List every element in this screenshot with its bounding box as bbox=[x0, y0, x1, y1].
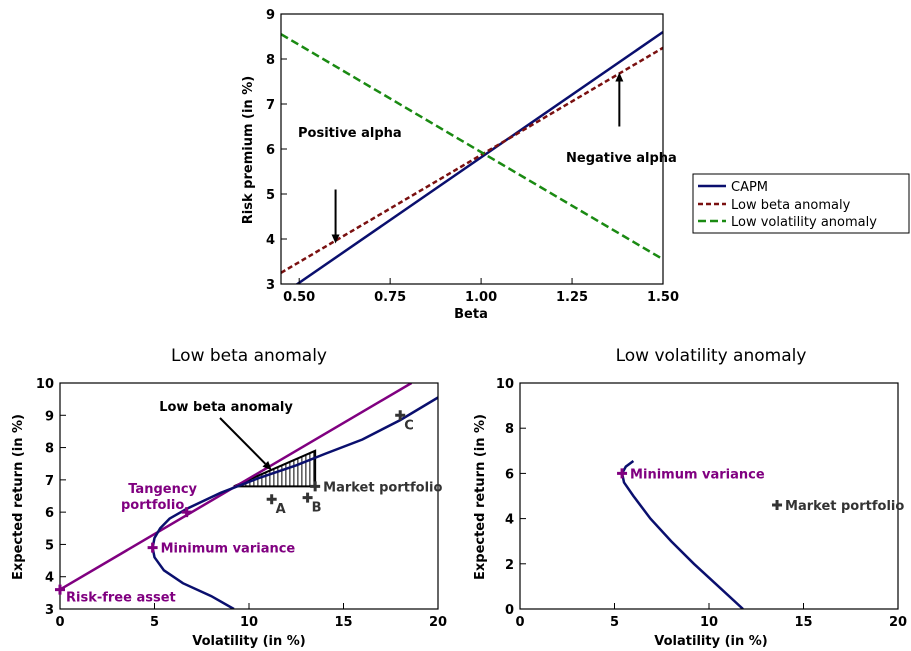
point-minimum-variance-marker bbox=[147, 542, 158, 553]
point-b-label: B bbox=[312, 501, 322, 516]
point-a-marker bbox=[266, 494, 277, 505]
top-y-tick-label: 6 bbox=[266, 143, 275, 158]
low-beta-x-tick-label: 0 bbox=[55, 615, 64, 630]
low-beta-x-ticks: 0 5 10 15 20 bbox=[55, 603, 447, 630]
point-tangency-portfolio-marker bbox=[181, 507, 192, 518]
low-vol-x-axis-label: Volatility (in %) bbox=[654, 634, 767, 649]
low-beta-anomaly-arrow-shaft bbox=[219, 417, 267, 465]
low-beta-line bbox=[281, 46, 663, 274]
low-vol-y-axis-label: Expected return (in %) bbox=[473, 414, 488, 580]
lowvol-point-market-portfolio-marker bbox=[772, 500, 783, 511]
top-x-tick-label: 1.00 bbox=[465, 290, 497, 305]
low-beta-y-tick-label: 7 bbox=[45, 474, 54, 489]
top-x-tick-label: 0.75 bbox=[374, 290, 406, 305]
positive-alpha-label: Positive alpha bbox=[298, 126, 402, 141]
point-market-portfolio-label: Market portfolio bbox=[323, 480, 442, 495]
low-vol-y-tick-label: 0 bbox=[505, 603, 514, 618]
low-beta-anomaly-arrow-head bbox=[262, 460, 272, 471]
point-risk-free-asset-marker bbox=[55, 584, 65, 595]
low-beta-y-tick-label: 9 bbox=[45, 409, 54, 424]
low-beta-anomaly-annotation: Low beta anomaly bbox=[159, 400, 293, 415]
low-beta-title: Low beta anomaly bbox=[171, 346, 327, 366]
low-beta-y-tick-label: 4 bbox=[45, 571, 54, 586]
top-y-tick-label: 9 bbox=[266, 8, 275, 23]
legend-label-low-vol: Low volatility anomaly bbox=[731, 215, 877, 230]
low-vol-y-tick-label: 6 bbox=[505, 467, 514, 482]
low-beta-y-tick-label: 3 bbox=[45, 603, 54, 618]
low-vol-frontier bbox=[620, 459, 744, 609]
low-vol-title: Low volatility anomaly bbox=[616, 346, 807, 366]
low-vol-x-tick-label: 0 bbox=[515, 615, 524, 630]
point-a-label: A bbox=[276, 502, 286, 517]
panel-low-vol: Low volatility anomaly Minimum varianceM… bbox=[473, 346, 907, 649]
top-y-tick-label: 5 bbox=[266, 188, 275, 203]
low-beta-plot-area: Risk-free asset Minimum variance Tangencyp… bbox=[55, 382, 442, 610]
lowvol-point-minimum-variance-label: Minimum variance bbox=[630, 467, 765, 482]
top-y-axis-label: Risk premium (in %) bbox=[241, 76, 256, 224]
low-vol-y-tick-label: 8 bbox=[505, 422, 514, 437]
top-x-ticks: 0.50 0.75 1.00 1.25 1.50 bbox=[283, 278, 679, 305]
low-vol-y-ticks: 0 2 4 6 8 10 bbox=[496, 377, 526, 618]
positive-alpha-arrow-head bbox=[331, 234, 340, 244]
low-beta-series-group bbox=[60, 383, 438, 609]
point-b-marker bbox=[302, 492, 313, 503]
top-y-tick-label: 7 bbox=[266, 98, 275, 113]
negative-alpha-label: Negative alpha bbox=[566, 151, 677, 166]
point-tangency-label-line2: portfolio bbox=[121, 498, 184, 513]
hatched-triangle bbox=[233, 449, 317, 488]
capm-line bbox=[295, 30, 663, 284]
low-vol-x-tick-label: 5 bbox=[610, 615, 619, 630]
top-y-tick-label: 3 bbox=[266, 278, 275, 293]
top-y-tick-label: 4 bbox=[266, 233, 275, 248]
top-y-ticks: 3 4 5 6 7 8 9 bbox=[266, 8, 287, 293]
low-vol-y-tick-label: 4 bbox=[505, 513, 514, 528]
point-market-portfolio-marker bbox=[310, 481, 321, 492]
low-vol-x-ticks: 0 5 10 15 20 bbox=[515, 603, 907, 630]
panel-low-beta: Low beta anomaly Risk-free asset Minimum … bbox=[11, 346, 447, 649]
low-vol-y-tick-label: 2 bbox=[505, 558, 514, 573]
low-beta-y-axis-label: Expected return (in %) bbox=[11, 414, 26, 580]
low-beta-y-tick-label: 8 bbox=[45, 442, 54, 457]
top-x-axis-label: Beta bbox=[454, 307, 488, 322]
lowvol-point-market-portfolio-label: Market portfolio bbox=[785, 499, 904, 514]
low-vol-frame bbox=[519, 382, 899, 610]
top-x-tick-label: 1.50 bbox=[647, 290, 679, 305]
legend-box bbox=[692, 173, 910, 234]
top-x-tick-label: 1.25 bbox=[556, 290, 588, 305]
legend-label-low-beta: Low beta anomaly bbox=[731, 198, 851, 213]
point-c-marker bbox=[395, 410, 406, 421]
low-vol-x-tick-label: 15 bbox=[794, 615, 812, 630]
low-beta-x-tick-label: 20 bbox=[429, 615, 447, 630]
top-series-group bbox=[281, 30, 663, 284]
legend-label-capm: CAPM bbox=[731, 180, 768, 195]
low-vol-plot-area: Minimum variance Market portfolio bbox=[519, 382, 904, 610]
panel-top: 0.50 0.75 1.00 1.25 1.50 3 4 5 6 7 8 9 Beta Risk p… bbox=[241, 8, 910, 322]
negative-alpha-arrow-head bbox=[615, 72, 624, 82]
low-vol-series-group bbox=[620, 459, 744, 609]
low-beta-x-tick-label: 5 bbox=[150, 615, 159, 630]
point-minimum-variance-label: Minimum variance bbox=[161, 542, 296, 557]
low-beta-x-axis-label: Volatility (in %) bbox=[192, 634, 305, 649]
low-beta-frame bbox=[59, 382, 439, 610]
point-c-label: C bbox=[404, 418, 414, 433]
point-risk-free-asset-label: Risk-free asset bbox=[66, 591, 176, 606]
lowvol-point-minimum-variance-marker bbox=[617, 468, 628, 479]
efficient-frontier bbox=[151, 396, 438, 609]
top-y-tick-label: 8 bbox=[266, 53, 275, 68]
low-beta-y-tick-label: 10 bbox=[36, 377, 54, 392]
legend: CAPM Low beta anomaly Low volatility ano… bbox=[692, 173, 910, 234]
low-beta-x-tick-label: 15 bbox=[334, 615, 352, 630]
low-vol-line bbox=[281, 33, 663, 261]
low-beta-y-ticks: 3 4 5 6 7 8 9 10 bbox=[36, 377, 66, 618]
low-beta-y-tick-label: 6 bbox=[45, 506, 54, 521]
top-x-tick-label: 0.50 bbox=[283, 290, 315, 305]
low-vol-y-tick-label: 10 bbox=[496, 377, 514, 392]
top-frame bbox=[280, 13, 664, 285]
low-beta-y-tick-label: 5 bbox=[45, 538, 54, 553]
point-tangency-label-line1: Tangency bbox=[128, 482, 197, 497]
low-vol-x-tick-label: 10 bbox=[700, 615, 718, 630]
low-vol-x-tick-label: 20 bbox=[889, 615, 907, 630]
low-beta-x-tick-label: 10 bbox=[240, 615, 258, 630]
